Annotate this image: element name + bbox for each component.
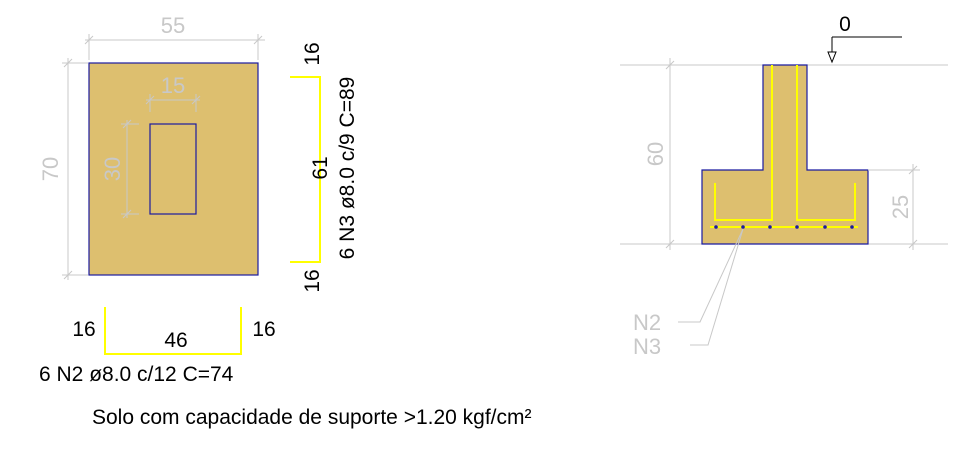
level-mark-label: 0 [839,13,851,36]
plan-height-label: 70 [38,157,63,181]
bar-n3-detail: 16 61 16 6 N3 ø8.0 c/9 C=89 [290,42,359,293]
footing-section-outline [701,64,869,245]
bar-n2-shape [104,307,242,355]
rebar-dots [714,225,854,229]
hole-height-label: 30 [100,157,125,181]
plan-width-label: 55 [161,13,185,38]
bar-n3-shape [290,76,321,263]
level-mark [827,36,902,64]
section-height-label: 60 [643,142,668,166]
plan-view: 55 70 15 30 [38,13,265,280]
bar-n3-spec-label: 6 N3 ø8.0 c/9 C=89 [336,77,359,260]
bar-n3-top-hook-label: 16 [301,42,324,65]
hole-height-dimension [121,119,139,219]
plan-width-dimension [84,34,265,60]
base-height-label: 25 [888,195,913,219]
hole-width-dimension [145,94,201,112]
rebar-leaders [678,228,744,346]
bar-n2-length-label: 46 [164,329,187,352]
section-height-dimension [665,58,675,250]
bar-n3-bottom-hook-label: 16 [301,269,324,292]
leader-n3-label: N3 [633,334,661,359]
bar-n2-right-hook-label: 16 [252,318,275,341]
plan-height-dimension [62,58,88,280]
bar-n2-left-hook-label: 16 [72,318,95,341]
bar-n3-length-label: 61 [309,156,332,179]
leader-n2-label: N2 [633,310,661,335]
bar-n2-spec-label: 6 N2 ø8.0 c/12 C=74 [39,363,234,386]
bar-n2-detail: 16 46 16 6 N2 ø8.0 c/12 C=74 [39,307,276,386]
soil-capacity-note: Solo com capacidade de suporte >1.20 kgf… [92,406,532,429]
rebar-n3-section [714,65,856,221]
base-height-dimension [868,164,920,250]
column-hole-outline [149,123,197,215]
hole-width-label: 15 [161,73,185,98]
section-view: 0 60 25 N2 N3 [620,13,948,359]
